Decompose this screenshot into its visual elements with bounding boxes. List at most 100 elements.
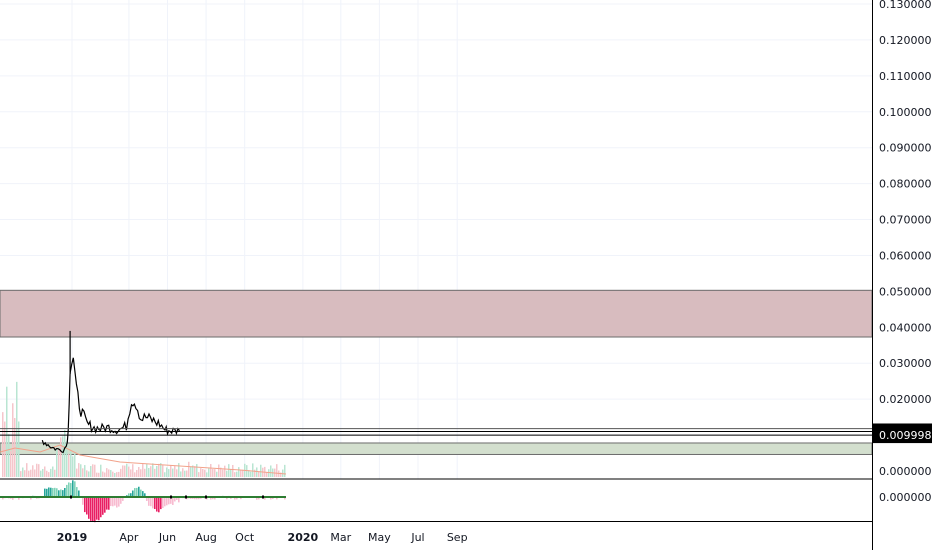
axes [0,0,873,550]
price-tick-label: 0.110000 [879,70,932,83]
volume-bar [112,471,114,477]
indicator-bar [78,490,80,498]
indicator-bar [162,497,164,508]
indicator-bar [138,486,140,498]
price-tick-label: 0.030000 [879,357,932,370]
volume-bar [130,469,132,477]
volume-bar [42,468,44,477]
volume-bar [228,464,230,477]
volume-bar [78,463,80,477]
indicator-bar [226,497,228,500]
indicator-bar [128,493,130,498]
volume-bar [250,471,252,477]
volume-bar [200,468,202,477]
time-tick-label: Jul [410,531,424,544]
volume-bar [110,470,112,477]
indicator-bar [82,497,84,505]
volume-bar [76,468,78,477]
price-tag-label: 0.009998 [879,429,932,442]
volume-bar [280,472,282,477]
volume-bar [80,464,82,477]
volume-bar [252,463,254,477]
indicator-bar [154,497,156,510]
volume-bar [156,465,158,477]
volume-bar [220,467,222,477]
time-tick-label: Apr [119,531,139,544]
volume-bar [128,466,130,477]
volume-bar [136,469,138,477]
volume-bar [106,468,108,477]
volume-bar [210,463,212,477]
volume-bar [170,465,172,477]
volume-bar [82,468,84,477]
indicator-bar [130,493,132,498]
indicator-bar [194,497,196,500]
volume-bar [120,468,122,477]
volume-bar [172,468,174,477]
volume-bar [254,469,256,477]
volume-bar [194,466,196,477]
indicator-bar [168,497,170,505]
volume-bar [238,467,240,477]
volume-bar [70,451,72,477]
time-tick-label: Jun [158,531,176,544]
volume-bar [92,464,94,477]
volume-bar [84,465,86,477]
volume-bar [176,469,178,477]
price-axis-labels[interactable]: 0.130000 0.120000 0.110000 0.100000 0.090000… [879,0,932,504]
volume-bar [2,412,4,477]
indicator-bar [256,497,258,500]
volume-bar [218,464,220,477]
price-tick-label: 0.020000 [879,393,932,406]
indicator-bar [118,497,120,507]
volume-bar [116,472,118,477]
indicator-bar [58,490,60,498]
indicator-bar [284,497,286,500]
volume-bar [100,464,102,477]
indicator-bar [172,497,174,505]
indicator-bar [30,497,32,500]
volume-bar [168,469,170,477]
indicator-bar [120,497,122,504]
indicator-bar [136,487,138,498]
volume-bar [14,418,16,477]
indicator-dot [262,495,264,499]
indicator-bar [146,497,148,502]
time-axis-labels[interactable]: 2019 Apr Jun Aug Oct 2020 Mar May Jul Sep [57,531,468,544]
volume-bar [208,468,210,477]
volume-bar [102,471,104,477]
volume-bar [234,472,236,477]
price-tags: 0.0110000.009998 [872,423,932,444]
indicator-bar [72,480,74,498]
indicator-bar [108,497,110,510]
volume-bar [10,450,12,477]
volume-bar [158,463,160,477]
indicator-bar [150,497,152,507]
volume-bar [154,468,156,477]
volume-bar [26,463,28,477]
volume-bar [32,465,34,477]
volume-bar [34,469,36,477]
indicator-bar [144,493,146,498]
indicator-bar [198,497,200,500]
indicator-bar [158,497,160,513]
volume-bar [22,467,24,477]
horizontal-lines [0,428,872,436]
volume-bar [180,471,182,477]
volume-bar [12,403,14,477]
time-tick-label: Oct [235,531,255,544]
volume-bar [216,471,218,477]
volume-bar [20,471,22,477]
indicator-bar [62,490,64,498]
indicator-bar [148,497,150,506]
indicator-bar [54,487,56,498]
volume-bar [232,464,234,477]
indicator-bar [100,497,102,518]
volume-bar [132,464,134,477]
indicator-bar [166,497,168,506]
volume-bar [68,454,70,477]
indicator-bar [66,484,68,498]
time-tick-label: 2020 [288,531,319,544]
indicator-bar [96,497,98,520]
